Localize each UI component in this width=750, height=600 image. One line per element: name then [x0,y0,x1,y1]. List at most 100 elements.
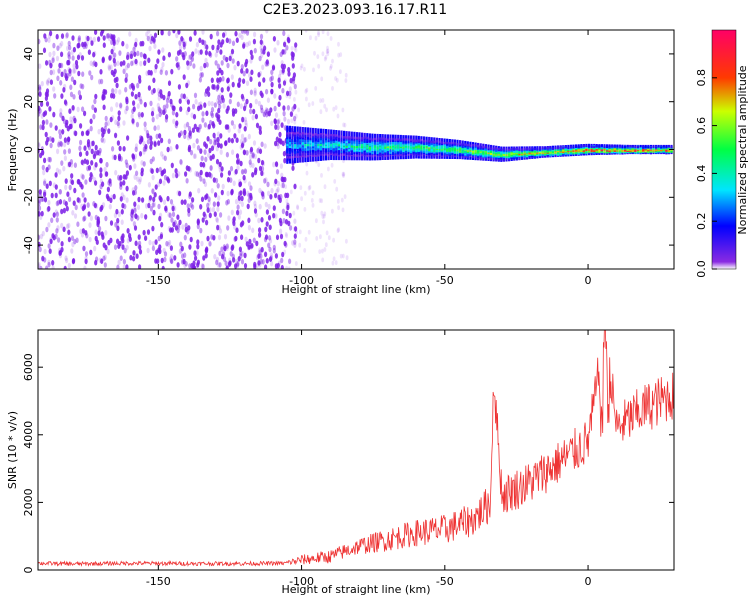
noise-cell [195,250,199,256]
noise-cell [94,93,98,100]
noise-cell [170,68,174,75]
noise-cell [204,49,208,56]
noise-cell [167,51,171,58]
noise-cell [238,198,242,205]
signal-cell [603,150,606,153]
signal-cell [327,150,330,154]
noise-cell [109,116,113,123]
noise-cell [151,107,155,113]
noise-cell [223,31,227,37]
noise-cell [249,89,253,96]
noise-cell [286,90,290,97]
signal-cell [317,145,320,148]
signal-cell [448,144,451,148]
noise-cell [211,206,216,213]
signal-cell [590,145,593,148]
noise-cell [125,185,129,192]
noise-cell [149,100,153,107]
noise-cell [38,192,43,199]
noise-cell [209,119,213,126]
noise-cell [94,162,98,168]
noise-cell [83,145,87,151]
noise-cell [145,129,149,136]
signal-cell [296,146,299,149]
noise-cell [232,123,237,130]
signal-cell [301,139,304,142]
signal-cell [319,146,322,149]
signal-cell [337,136,340,140]
noise-cell [342,173,345,179]
noise-cell [38,105,41,112]
noise-cell [134,58,138,65]
noise-cell [312,67,315,73]
noise-cell [184,222,188,229]
signal-cell [554,154,557,157]
colorbar-tick-label: 0.4 [695,165,708,183]
noise-cell [106,248,110,255]
noise-cell [170,217,174,223]
noise-cell [94,30,98,35]
noise-cell [62,87,66,93]
noise-cell [182,93,186,100]
noise-cell [187,125,192,132]
noise-cell [135,253,139,259]
noise-cell [43,157,47,164]
signal-cell [386,147,389,151]
signal-cell [386,140,389,143]
signal-cell [595,144,598,148]
signal-cell [515,154,518,158]
signal-cell [335,153,338,156]
noise-cell [69,123,73,130]
signal-cell [314,152,317,156]
noise-cell [201,217,205,223]
noise-cell [205,246,209,252]
noise-cell [179,159,183,165]
noise-cell [39,265,43,269]
signal-cell [394,151,397,154]
signal-cell [291,131,294,135]
signal-cell [335,150,338,153]
noise-cell [78,151,83,157]
noise-cell [242,188,246,194]
noise-cell [126,135,130,141]
signal-cell [446,143,449,146]
noise-cell [204,91,208,97]
noise-cell [317,32,320,38]
signal-cell [430,146,433,150]
noise-cell [253,153,257,160]
noise-cell [248,72,252,78]
noise-cell [195,171,199,177]
noise-cell [226,86,230,92]
signal-cell [402,154,405,157]
signal-cell [286,151,289,154]
noise-cell [269,252,273,258]
noise-cell [281,182,285,189]
noise-cell [175,144,179,150]
signal-cell [363,147,366,151]
signal-cell [397,144,400,147]
noise-cell [122,120,126,126]
noise-cell [283,116,287,122]
noise-cell [241,116,245,123]
noise-cell [103,262,107,268]
noise-cell [132,221,137,227]
noise-cell [288,90,292,97]
signal-cell [353,141,356,145]
noise-cell [159,196,163,203]
noise-cell [341,207,345,213]
noise-cell [281,251,285,258]
noise-cell [82,245,86,252]
signal-cell [422,153,426,156]
signal-cell [595,150,598,153]
signal-cell [497,155,500,158]
noise-cell [254,113,258,120]
noise-cell [218,161,222,168]
noise-cell [262,77,266,83]
noise-cell [80,203,84,210]
signal-cell [466,146,469,150]
signal-cell [324,146,328,149]
signal-cell [497,151,500,154]
noise-cell [184,226,188,233]
signal-cell [304,134,307,137]
